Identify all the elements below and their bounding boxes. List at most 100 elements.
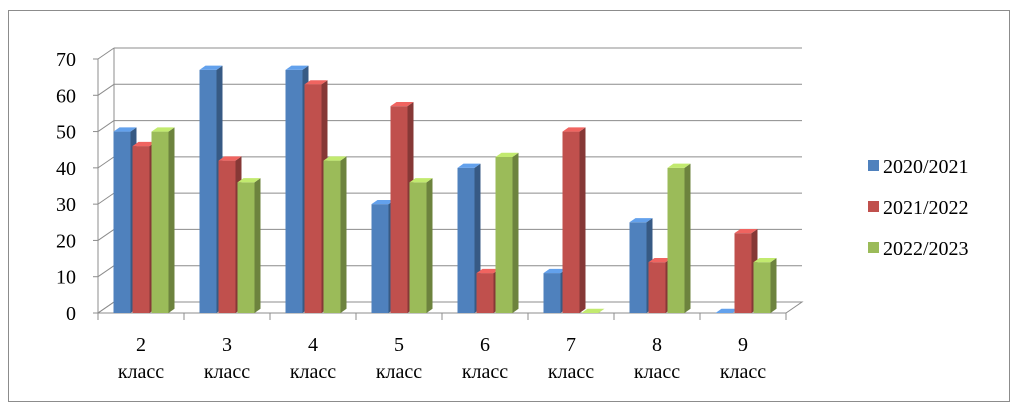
- bar-2022/2023-6 класс: [495, 152, 519, 313]
- bar-side: [579, 127, 586, 313]
- bar-top: [753, 258, 777, 263]
- bar-top: [304, 80, 328, 85]
- bar-side: [426, 178, 433, 313]
- bar-top: [132, 141, 156, 147]
- bar-2021/2022-7 класс: [562, 127, 586, 313]
- bar-front: [543, 273, 561, 313]
- bar-side: [254, 178, 261, 313]
- bar-2022/2023-8 класс: [667, 163, 691, 313]
- bar-front: [371, 204, 389, 313]
- bar-2022/2023-9 класс: [753, 258, 777, 313]
- legend-entry: 2021/2022: [868, 197, 969, 219]
- bar-2021/2022-8 класс: [648, 258, 672, 313]
- bar-front: [648, 262, 666, 313]
- bars: [113, 65, 777, 314]
- bar-side: [512, 152, 519, 313]
- x-tick-label: класс: [720, 361, 766, 383]
- bar-top: [581, 308, 605, 313]
- y-tick-label: 40: [56, 158, 76, 180]
- x-tick-label: 2: [136, 334, 146, 356]
- bar-front: [562, 131, 580, 313]
- gridline-depth: [97, 47, 115, 60]
- y-tick-label: 60: [56, 85, 76, 107]
- bar-top: [629, 218, 653, 223]
- bar-top: [323, 156, 347, 161]
- bar-front: [304, 84, 322, 314]
- bar-2022/2023-4 класс: [323, 156, 347, 313]
- y-tick-labels: 0 10 20 30 40 50 60 70: [56, 49, 98, 325]
- gridline-depth: [97, 265, 115, 278]
- bar-2022/2023-7 класс: [581, 308, 605, 313]
- bar-side: [340, 156, 347, 313]
- x-tick-label: 5: [394, 334, 404, 356]
- legend-swatch: [868, 242, 879, 253]
- x-tick-label: 4: [308, 334, 318, 356]
- y-tick-label: 0: [66, 303, 76, 325]
- x-tick-label: класс: [634, 361, 680, 383]
- bar-side: [684, 163, 691, 313]
- x-tick-label: 7: [566, 334, 576, 356]
- x-tick-labels: 2 класс 3 класс 4 класс 5 класс 6 класс 7 класс 8 кла…: [118, 334, 766, 383]
- y-tick-label: 50: [56, 122, 76, 144]
- bar-front: [409, 182, 427, 313]
- legend-entry: 2020/2021: [868, 156, 969, 178]
- bar-top: [476, 268, 500, 274]
- bar-top: [113, 127, 137, 132]
- gridline-depth: [97, 120, 115, 132]
- gridline-depth: [97, 83, 115, 96]
- y-tick-label: 10: [56, 267, 76, 289]
- x-tick-label: 6: [480, 334, 490, 356]
- legend-swatch: [868, 201, 879, 212]
- bar-2020/2021-9 класс: [715, 308, 739, 313]
- bar-top: [648, 258, 672, 263]
- bar-front: [734, 233, 752, 313]
- legend-label: 2021/2022: [883, 197, 969, 219]
- bar-top: [285, 65, 309, 70]
- bar-front: [285, 69, 303, 313]
- bar-2022/2023-2 класс: [151, 127, 175, 313]
- gridline-depth: [97, 192, 115, 205]
- x-tick-label: класс: [290, 361, 336, 383]
- bar-front: [753, 262, 771, 313]
- bar-top: [457, 163, 481, 168]
- bar-2022/2023-5 класс: [409, 178, 433, 313]
- bar-top: [562, 127, 586, 132]
- bar-top: [409, 178, 433, 183]
- y-tick-label: 20: [56, 230, 76, 252]
- gridline-depth: [97, 301, 115, 314]
- x-tick-label: 8: [652, 334, 662, 356]
- bar-front: [323, 160, 341, 313]
- x-tick-label: класс: [204, 361, 250, 383]
- bar-top: [371, 199, 395, 205]
- bar-front: [495, 156, 513, 313]
- legend-label: 2022/2023: [883, 238, 969, 260]
- x-tick-label: 9: [738, 334, 748, 356]
- legend-swatch: [868, 160, 879, 171]
- bar-front: [476, 273, 494, 313]
- bar-2022/2023-3 класс: [237, 178, 261, 313]
- bar-front: [390, 106, 408, 314]
- x-tick-label: 3: [222, 334, 232, 356]
- bar-front: [629, 222, 647, 313]
- bar-top: [667, 163, 691, 168]
- bar-top: [543, 268, 567, 274]
- bar-front: [199, 69, 217, 313]
- bar-front: [132, 146, 150, 313]
- bar-top: [715, 308, 739, 313]
- bar-front: [151, 131, 169, 313]
- gridline-depth: [97, 229, 115, 241]
- bar-top: [495, 152, 519, 157]
- bar-top: [390, 101, 414, 107]
- y-tick-label: 70: [56, 49, 76, 71]
- bar-top: [151, 127, 175, 132]
- bar-top: [237, 178, 261, 183]
- x-tick-label: класс: [462, 361, 508, 383]
- bar-front: [457, 167, 475, 313]
- bar-top: [734, 228, 758, 234]
- bar-2020/2021-6 класс: [457, 163, 481, 313]
- legend: 2020/2021 2021/2022 2022/2023: [868, 156, 969, 260]
- bar-front: [113, 131, 131, 313]
- bar-front: [667, 167, 685, 313]
- x-tick-label: класс: [548, 361, 594, 383]
